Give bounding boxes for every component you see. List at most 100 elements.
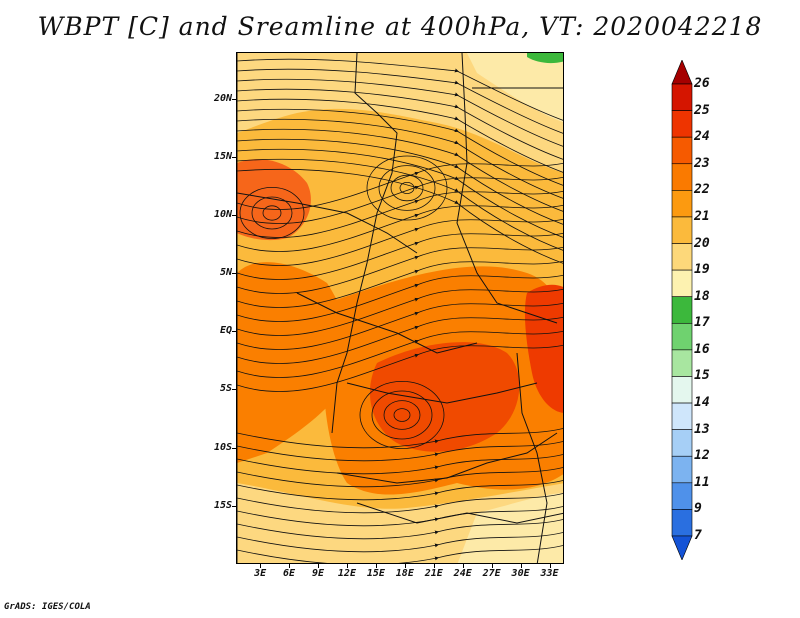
lon-tick-label: 6E xyxy=(283,568,296,579)
colorbar-label: 17 xyxy=(694,315,710,331)
streamline-vortex xyxy=(262,205,282,221)
lat-tick xyxy=(232,156,236,158)
colorbar-label: 25 xyxy=(694,102,710,118)
lat-tick xyxy=(232,331,236,333)
lon-tick xyxy=(318,564,319,568)
lat-tick xyxy=(232,389,236,391)
streamline xyxy=(237,441,563,462)
colorbar-segment xyxy=(671,269,693,298)
lat-tick xyxy=(232,505,236,507)
colorbar-segment xyxy=(671,163,693,191)
streamline xyxy=(237,98,563,173)
streamline xyxy=(237,302,563,350)
streamline xyxy=(237,545,563,563)
colorbar-label: 11 xyxy=(694,474,710,490)
lat-tick xyxy=(232,447,236,449)
border-line xyxy=(346,382,538,404)
streamline xyxy=(237,176,563,224)
lon-tick xyxy=(375,564,377,568)
wbpt-shading xyxy=(237,53,563,563)
colorbar-label: 15 xyxy=(694,368,710,384)
colorbar-segment xyxy=(671,190,693,218)
colorbar-bottom-arrow xyxy=(671,535,693,560)
lon-tick-label: 27E xyxy=(482,568,501,579)
map-panel xyxy=(236,52,564,564)
streamline xyxy=(237,260,563,308)
country-borders xyxy=(237,53,563,563)
lon-tick-label: 9E xyxy=(311,568,325,579)
streamline xyxy=(237,428,563,449)
colorbar-segment xyxy=(671,296,693,324)
streamline xyxy=(237,519,563,540)
colorbar-label: 24 xyxy=(694,129,710,145)
map-svg xyxy=(237,53,563,563)
streamline xyxy=(237,480,563,501)
lat-tick-label: 5N xyxy=(219,267,232,279)
colorbar-label: 19 xyxy=(694,262,710,278)
lon-tick-label: 15E xyxy=(366,568,385,579)
colorbar-segment xyxy=(671,376,693,404)
colorbar-segment xyxy=(671,243,693,271)
streamline xyxy=(237,246,563,294)
colorbar-segment xyxy=(671,349,693,377)
streamline xyxy=(237,162,563,210)
lon-tick xyxy=(289,564,291,568)
colorbar-segment xyxy=(671,429,693,457)
streamline xyxy=(237,330,563,378)
colorbar-segment xyxy=(671,402,693,430)
lon-tick-label: 21E xyxy=(424,568,443,579)
colorbar-segment xyxy=(671,322,693,351)
colorbar-segment xyxy=(671,509,693,537)
streamline xyxy=(237,218,563,266)
colorbar-label: 23 xyxy=(694,155,710,171)
border-line xyxy=(331,53,398,434)
field-ne-green xyxy=(527,53,563,64)
streamline-vortex xyxy=(359,380,445,449)
lat-tick-label: 10S xyxy=(213,441,232,453)
streamline xyxy=(237,532,563,553)
colorbar-top-arrow xyxy=(671,60,693,85)
streamline xyxy=(237,344,563,392)
streamline xyxy=(237,288,563,336)
colorbar-segment xyxy=(671,110,693,138)
lat-tick-label: 15S xyxy=(213,499,232,511)
lat-tick-label: 20N xyxy=(213,92,232,104)
streamline-vortex xyxy=(239,186,305,239)
lat-tick-label: 5S xyxy=(219,383,232,395)
streamline-vortex xyxy=(251,196,293,230)
lat-tick xyxy=(232,214,236,216)
colorbar-label: 7 xyxy=(694,528,702,543)
border-line xyxy=(336,432,558,484)
streamline xyxy=(237,68,563,134)
colorbar-segment xyxy=(671,83,693,111)
streamline xyxy=(237,118,563,199)
lon-tick-label: 12E xyxy=(337,568,356,579)
lon-tick xyxy=(260,564,262,568)
lon-tick-label: 30E xyxy=(511,568,530,579)
field-east-red xyxy=(524,284,563,413)
lon-tick xyxy=(433,564,435,568)
border-line xyxy=(237,192,418,254)
lon-tick xyxy=(491,564,493,568)
lon-tick xyxy=(520,564,522,568)
lon-tick-label: 24E xyxy=(453,568,472,579)
chart-title: WBPT [C] and Sreamline at 400hPa, VT: 20… xyxy=(37,12,763,41)
colorbar-label: 18 xyxy=(694,288,710,304)
streamline-vortex xyxy=(383,400,421,430)
colorbar xyxy=(671,60,693,560)
streamline xyxy=(237,232,563,280)
colorbar-segment xyxy=(671,216,693,244)
lon-tick xyxy=(346,564,348,568)
streamline xyxy=(237,88,563,160)
streamline xyxy=(237,148,563,238)
colorbar-label: 22 xyxy=(694,182,710,198)
streamline xyxy=(237,78,563,147)
colorbar-label: 12 xyxy=(694,448,710,464)
streamline xyxy=(237,316,563,364)
streamline xyxy=(237,190,563,238)
lat-tick-label: 15N xyxy=(213,150,232,162)
colorbar-label: 16 xyxy=(694,341,710,357)
colorbar-segment xyxy=(671,136,693,165)
grads-credit: GrADS: IGES/COLA xyxy=(4,602,91,612)
streamline xyxy=(237,467,563,488)
